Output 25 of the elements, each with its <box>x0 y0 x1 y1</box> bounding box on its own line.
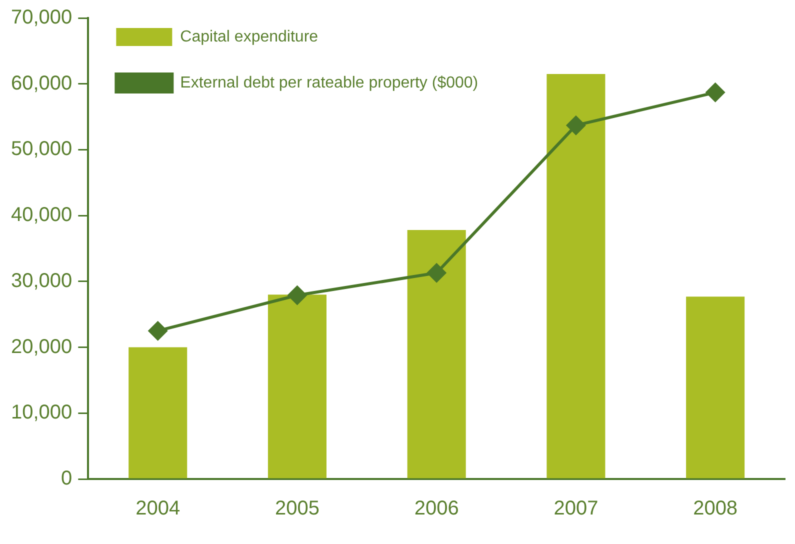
y-tick-label: 0 <box>61 468 72 490</box>
point <box>426 262 447 283</box>
point <box>148 320 168 341</box>
x-tick-label: 2006 <box>414 498 459 520</box>
legend-label: Capital expenditure <box>180 28 318 46</box>
bar <box>686 296 745 478</box>
x-tick-label: 2004 <box>136 498 180 520</box>
point <box>705 82 726 102</box>
y-tick-label: 10,000 <box>11 402 72 424</box>
legend-label: External debt per rateable property ($000) <box>180 74 478 92</box>
y-tick-label: 60,000 <box>11 72 72 94</box>
x-tick-label: 2007 <box>554 498 598 520</box>
y-tick-label: 20,000 <box>11 336 72 358</box>
bar <box>268 294 326 478</box>
bar <box>546 74 606 478</box>
x-tick-label: 2005 <box>274 498 320 520</box>
bar <box>407 230 466 478</box>
y-tick-label: 50,000 <box>11 138 72 160</box>
x-tick-label: 2008 <box>693 498 738 520</box>
point <box>287 285 308 306</box>
bar <box>128 347 188 478</box>
y-tick-label: 70,000 <box>11 6 72 29</box>
point <box>566 115 586 136</box>
y-tick-label: 30,000 <box>11 270 72 292</box>
y-tick-label: 40,000 <box>11 204 72 226</box>
